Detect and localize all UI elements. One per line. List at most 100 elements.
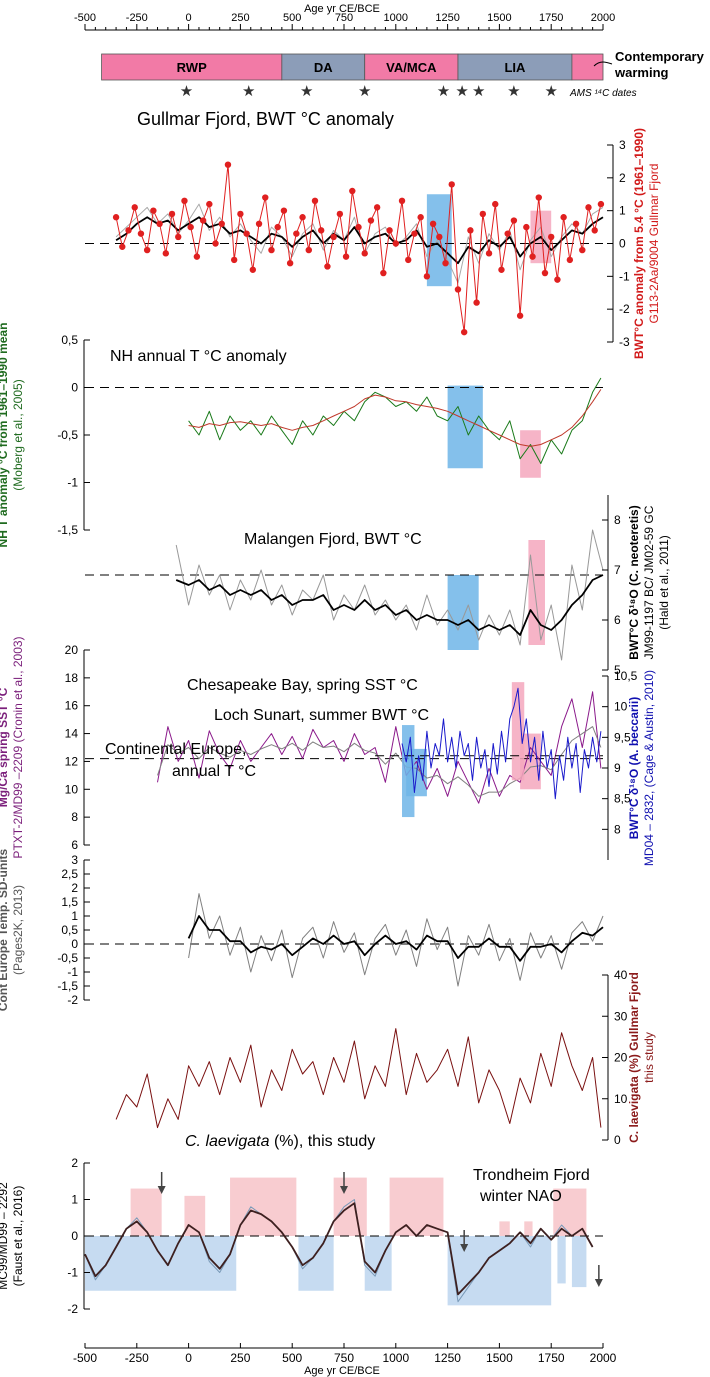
bottom-axis-tick-label: -500: [73, 1351, 97, 1365]
bottom-axis-tick-label: 0: [185, 1351, 192, 1365]
series-point: [187, 223, 194, 231]
highlight-box: [528, 540, 545, 645]
y-axis-tick-label: 0: [71, 1229, 78, 1243]
period-label: DA: [314, 60, 333, 75]
panel-subtitle: annual T °C: [172, 763, 256, 780]
series-point: [131, 204, 138, 211]
series-point: [299, 214, 306, 221]
bottom-axis-tick-label: -250: [125, 1351, 149, 1365]
panel-europe: -2-1,5-1-0,500,511,522,53 Continental Eur…: [0, 741, 604, 1011]
axis-label-sunart: BWT°C δ¹⁸O (A. beccarii): [627, 697, 641, 839]
y-axis-tick-label: 40: [614, 968, 628, 982]
y-axis-tick-label: 5: [614, 663, 621, 677]
y-axis-tick-label: 3: [619, 138, 626, 152]
series-point: [168, 210, 176, 218]
series-point: [554, 276, 561, 283]
panel-title: NH annual T °C anomaly: [110, 348, 287, 365]
series-point: [579, 246, 586, 254]
y-axis-tick-label: 6: [71, 838, 78, 852]
series-point: [162, 250, 170, 257]
top-axis-tick-label: 1250: [435, 12, 459, 24]
series-point: [585, 204, 592, 211]
series-line-europe-1: [187, 915, 604, 962]
series-point: [143, 246, 151, 254]
series-point: [286, 260, 294, 267]
bottom-axis-tick-label: 1750: [538, 1351, 565, 1365]
axis-label-malangen: JM99-1197 BC/ JM02-59 GC: [642, 505, 656, 659]
series-line-gullmar-1: [115, 216, 604, 265]
y-axis-tick-label: -2: [67, 993, 78, 1007]
series-point: [305, 246, 312, 254]
y-axis-tick-label: 2: [619, 171, 626, 185]
highlight-box: [520, 430, 541, 478]
series-point: [224, 161, 232, 168]
series-point: [448, 181, 455, 188]
series-point: [535, 194, 542, 201]
y-axis-tick-label: 12: [65, 754, 79, 768]
series-point: [436, 233, 443, 241]
series-point: [498, 266, 505, 273]
y-axis-tick-label: 0: [614, 1133, 621, 1147]
contemporary-label: warming: [614, 65, 669, 80]
series-point: [523, 223, 530, 231]
y-axis-tick-label: 0: [71, 937, 78, 951]
axis-label-laevigata: C. laevigata (%) Gullmar Fjord: [627, 972, 641, 1143]
top-axis-tick-label: 2000: [591, 12, 615, 24]
axis-label-nao: MC99/MD99 – 2292: [0, 1182, 10, 1290]
bottom-axis-tick-label: 500: [282, 1351, 302, 1365]
panel-subtitle: winter NAO: [479, 1188, 562, 1205]
series-point: [280, 207, 288, 214]
bottom-axis-tick-label: 1000: [382, 1351, 409, 1365]
y-axis-tick-label: 30: [614, 1009, 628, 1023]
series-point: [206, 200, 213, 208]
series-point: [324, 263, 331, 270]
series-point: [125, 227, 132, 234]
highlight-box: [230, 1177, 297, 1236]
nao-arrow-head: [340, 1186, 348, 1194]
y-axis-tick-label: -1: [67, 965, 78, 979]
y-axis-tick-label: 8: [614, 513, 621, 527]
series-point: [243, 230, 250, 237]
bottom-axis-tick-label: 1250: [434, 1351, 461, 1365]
top-axis-tick-label: 0: [186, 12, 192, 24]
axis-label-gullmar: BWT°C anomaly from 5.4 °C (1961–1990): [632, 128, 646, 359]
series-line-chesapeake-1: [157, 726, 602, 797]
axis-label-malangen: (Hald et al., 2011): [657, 535, 671, 630]
series-point: [249, 266, 257, 273]
y-axis-tick-label: 8: [614, 822, 621, 836]
y-axis-tick-label: 0: [619, 237, 626, 251]
panel-chesapeake: 6 8 10 12 14 16 18 20 Chesapeake Bay, spring SST…: [0, 636, 603, 859]
panel-title: Continental Europe,: [105, 741, 246, 758]
y-axis-tick-label: 7: [614, 563, 621, 577]
ams-date-star: ★: [180, 83, 193, 100]
y-axis-tick-label: 3: [71, 853, 78, 867]
axis-label-europe: (Pages2K, 2013): [11, 885, 25, 975]
y-axis-tick-label: 20: [65, 643, 79, 657]
top-axis-tick-label: 250: [231, 12, 249, 24]
ams-date-star: ★: [455, 83, 468, 100]
top-axis-tick-label: 1500: [487, 12, 511, 24]
axis-label-malangen: BWT°C δ¹⁸O (C. neoteretis): [627, 505, 641, 659]
series-point: [268, 246, 275, 254]
series-line-gullmar-2: [115, 164, 602, 333]
y-axis-tick-label: -0,5: [57, 428, 78, 442]
series-point: [181, 197, 188, 205]
series-point: [423, 273, 431, 280]
series-point: [467, 227, 474, 234]
series-point: [392, 240, 399, 247]
series-point: [398, 197, 406, 205]
y-axis-tick-label: 2: [71, 1156, 78, 1170]
y-axis-tick-label: 20: [614, 1051, 628, 1065]
ams-date-star: ★: [472, 83, 485, 100]
y-axis-tick-label: 0: [71, 381, 78, 395]
series-point: [591, 227, 598, 234]
series-point: [492, 200, 499, 208]
series-point: [119, 243, 126, 250]
y-axis-tick-label: 10: [614, 1092, 628, 1106]
highlight-box: [447, 575, 479, 650]
series-line-sunart-0: [401, 687, 602, 800]
series-line-europe-0: [188, 893, 604, 987]
y-axis-tick-label: 1: [71, 909, 78, 923]
